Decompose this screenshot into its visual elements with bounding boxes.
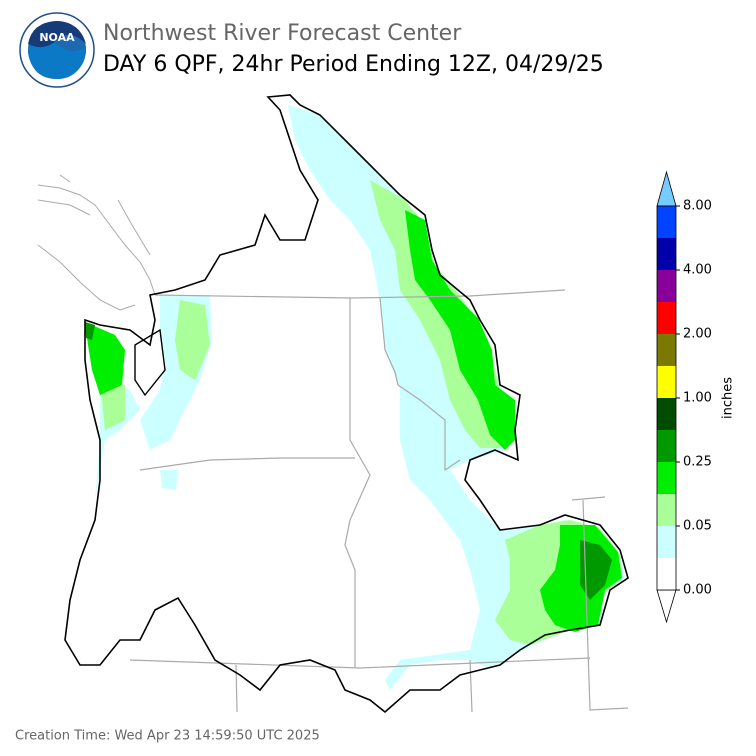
subtitle: DAY 6 QPF, 24hr Period Ending 12Z, 04/29…	[103, 52, 604, 77]
colorbar-segment	[657, 270, 676, 302]
colorbar-tick-label: 0.00	[683, 583, 712, 598]
colorbar-tick-label: 4.00	[683, 263, 712, 278]
title: Northwest River Forecast Center	[103, 21, 462, 46]
logo-text: NOAA	[39, 31, 75, 44]
colorbar-segment	[657, 366, 676, 398]
colorbar-segment	[657, 494, 676, 526]
colorbar-segment	[657, 558, 676, 590]
basin-outline	[64, 94, 629, 714]
map	[37, 94, 629, 714]
colorbar-tick-label: 2.00	[683, 327, 712, 342]
colorbar-segment	[657, 238, 676, 270]
colorbar-tick-label: 8.00	[683, 199, 712, 214]
colorbar-segment	[657, 334, 676, 366]
creation-time: Creation Time: Wed Apr 23 14:59:50 UTC 2…	[15, 729, 320, 744]
colorbar-tick-label: 0.05	[683, 519, 712, 534]
colorbar-tick-label: 0.25	[683, 455, 712, 470]
colorbar-segment	[657, 206, 676, 238]
colorbar-tick-label: 1.00	[683, 391, 712, 406]
colorbar-label: inches	[721, 377, 736, 419]
colorbar-segment	[657, 462, 676, 494]
colorbar-segment	[657, 526, 676, 558]
colorbar-segment	[657, 302, 676, 334]
colorbar-segment	[657, 430, 676, 462]
colorbar-under	[656, 589, 677, 624]
colorbar-segment	[657, 398, 676, 430]
noaa-logo: NOAA	[19, 12, 95, 88]
colorbar-over	[656, 170, 677, 207]
colorbar: 0.00 0.05 0.25 1.00 2.00 4.00 8.00	[656, 170, 712, 624]
precip-heavy	[85, 322, 612, 600]
